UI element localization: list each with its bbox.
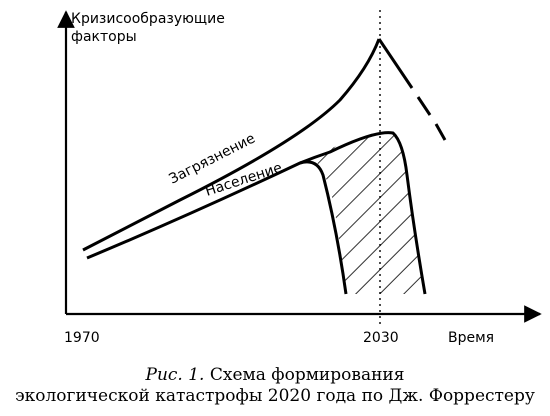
figure-number: Рис. 1.	[145, 365, 205, 385]
pollution-decline-dashed	[416, 96, 447, 141]
caption-title: Схема формирования	[209, 365, 405, 385]
population-collapse-curve	[299, 160, 348, 295]
caption-line1: Рис. 1. Схема формирования	[0, 365, 550, 386]
pollution-decline-solid	[377, 38, 414, 89]
population-curve	[86, 131, 427, 295]
x-axis-label: Время	[448, 330, 494, 346]
y-axis-label-line1: Кризисообразующие	[71, 11, 225, 27]
caption-line2: экологической катастрофы 2020 года по Дж…	[15, 386, 535, 406]
catastrophe-hatched-area	[310, 130, 425, 294]
pollution-curve	[82, 38, 381, 252]
x-tick-1970: 1970	[64, 330, 100, 346]
forrester-diagram: Кризисообразующие факторы Время 1970 203…	[57, 10, 542, 346]
figure-caption: Рис. 1. Схема формирования экологической…	[0, 365, 550, 407]
x-tick-2030: 2030	[363, 330, 399, 346]
y-axis-label-line2: факторы	[71, 29, 137, 45]
